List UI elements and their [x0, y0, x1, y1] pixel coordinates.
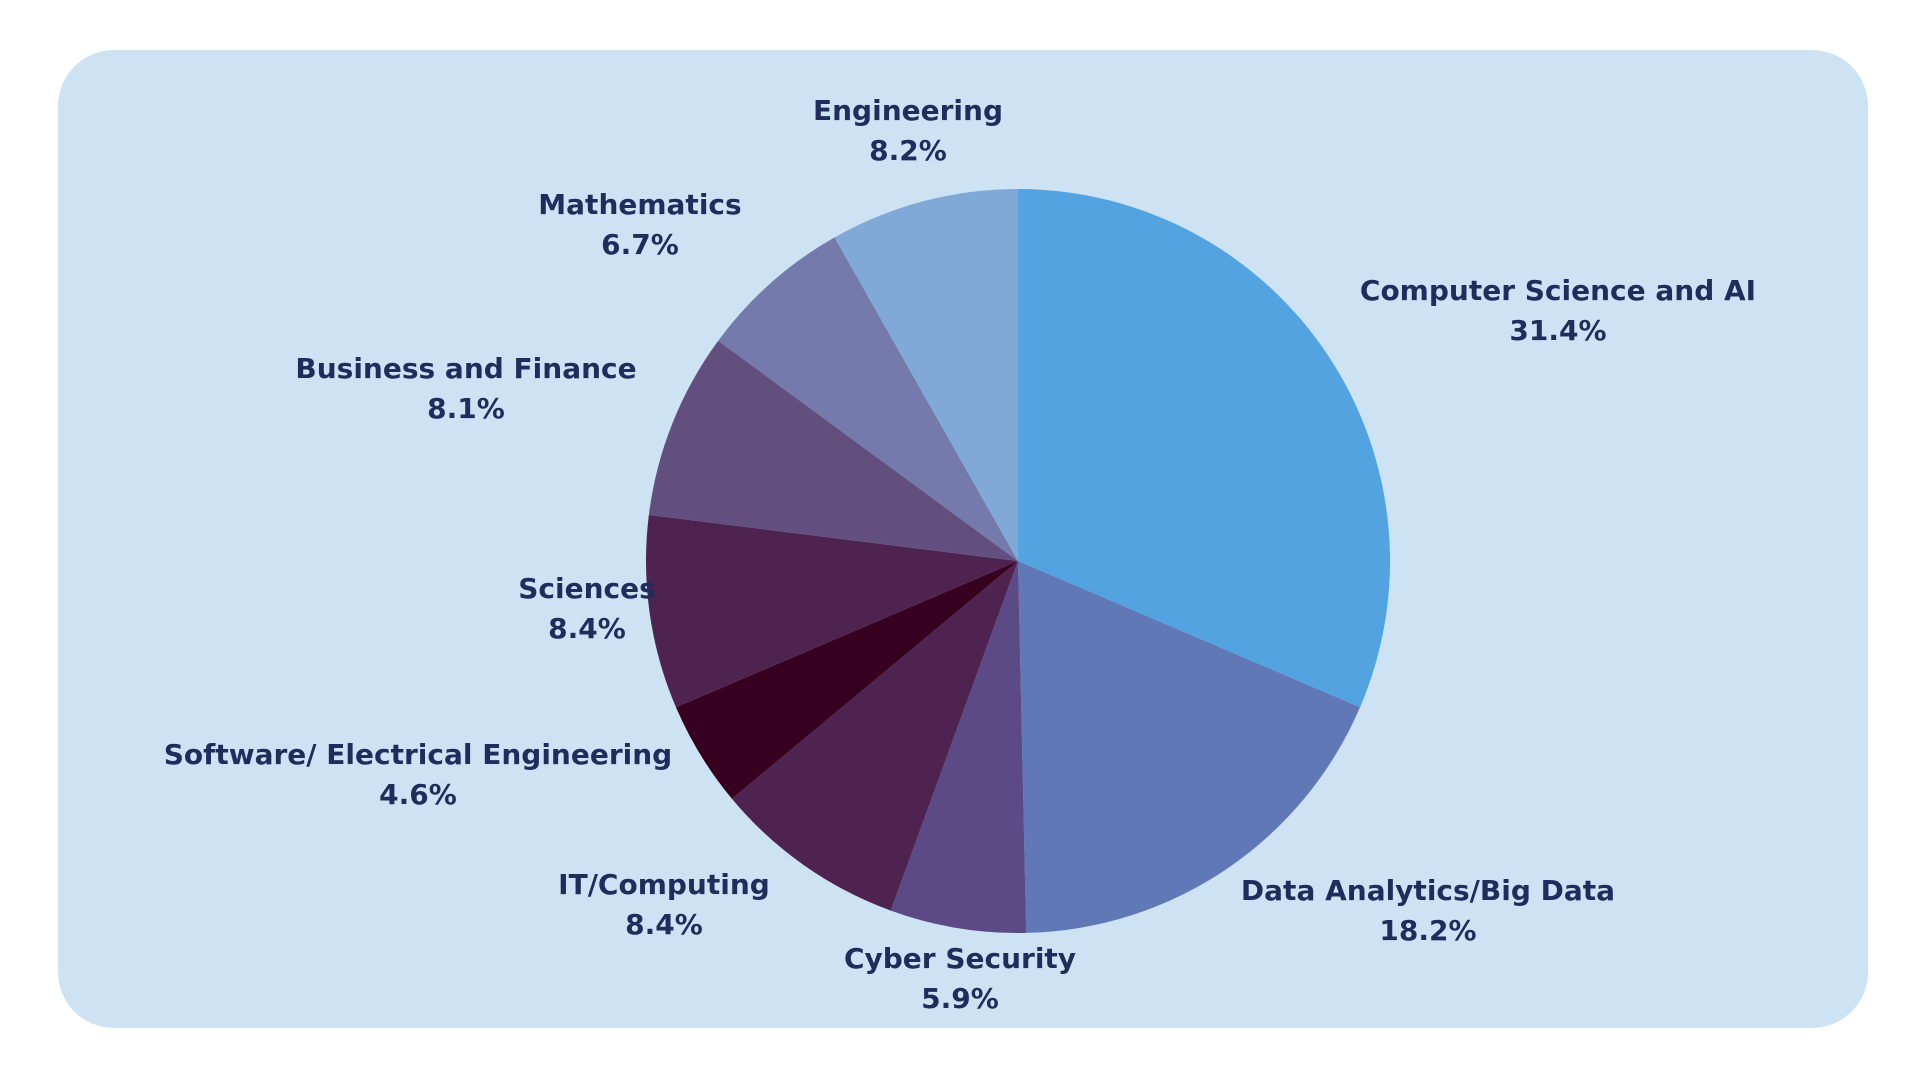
pie-labels: Computer Science and AI 31.4% Data Analyti…	[164, 94, 1756, 1015]
slice-value-computer-science-and-ai: 31.4%	[1509, 314, 1606, 347]
slice-label-computer-science-and-ai: Computer Science and AI	[1360, 274, 1756, 307]
slice-label-engineering: Engineering	[813, 94, 1003, 127]
pie-slices	[646, 189, 1391, 934]
pie-slice-engineering	[834, 189, 1018, 561]
pie-slice-it-computing	[731, 561, 1018, 911]
slice-label-mathematics: Mathematics	[538, 188, 741, 221]
slice-label-software-electrical-engineering: Software/ Electrical Engineering	[164, 738, 672, 771]
pie-slice-computer-science-and-ai	[1018, 189, 1391, 708]
pie-slice-software-electrical-engineering	[675, 561, 1018, 799]
slice-value-sciences: 8.4%	[548, 612, 626, 645]
slice-value-data-analytics-big-data: 18.2%	[1379, 914, 1476, 947]
slice-value-cyber-security: 5.9%	[921, 982, 999, 1015]
pie-slice-data-analytics-big-data	[1018, 561, 1361, 933]
pie-slice-cyber-security	[890, 561, 1027, 934]
slice-label-cyber-security: Cyber Security	[844, 942, 1076, 975]
pie-slice-mathematics	[718, 237, 1018, 561]
pie-slice-sciences	[646, 514, 1018, 708]
slice-value-business-and-finance: 8.1%	[427, 392, 505, 425]
slice-label-business-and-finance: Business and Finance	[295, 352, 636, 385]
slice-value-software-electrical-engineering: 4.6%	[379, 778, 457, 811]
slice-value-mathematics: 6.7%	[601, 228, 679, 261]
slice-value-it-computing: 8.4%	[625, 908, 703, 941]
pie-slice-business-and-finance	[648, 340, 1018, 561]
slice-value-engineering: 8.2%	[869, 134, 947, 167]
slice-label-data-analytics-big-data: Data Analytics/Big Data	[1241, 874, 1615, 907]
slice-label-it-computing: IT/Computing	[558, 868, 770, 901]
slice-label-sciences: Sciences	[518, 572, 656, 605]
